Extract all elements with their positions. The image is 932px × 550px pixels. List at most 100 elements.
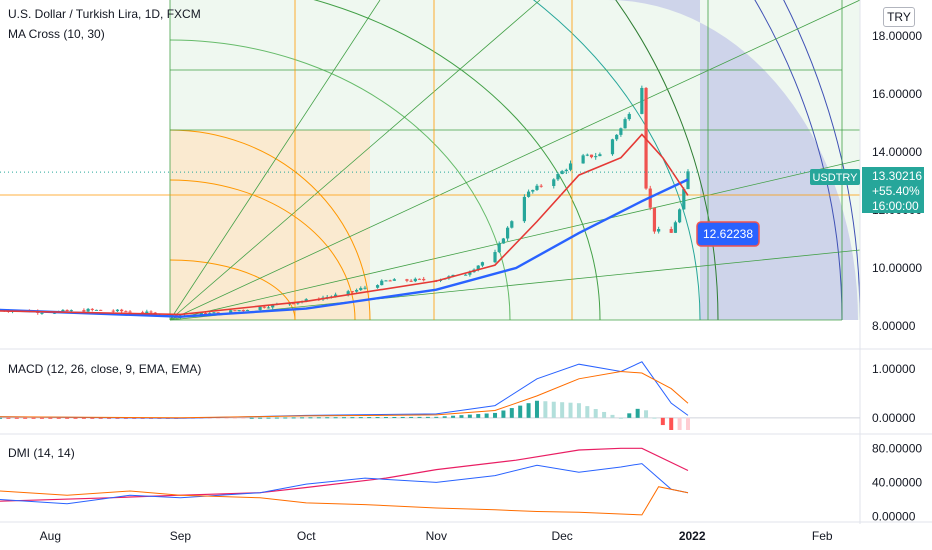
candle-body [40,312,44,314]
candle-body [623,119,627,129]
macd-histogram-bar [342,417,346,419]
price-axis-tick: 8.00000 [872,319,916,333]
time-axis-tick: Nov [426,529,447,543]
candle-body [61,309,65,312]
macd-histogram-bar [526,403,531,418]
candle-body [363,287,367,289]
last-price-badge: 13.30216 +55.40% 16:00:00 [862,167,924,213]
signal-line [0,370,689,419]
macd-histogram-bar [48,417,53,419]
macd-histogram-bar [644,410,649,418]
gann-drawing[interactable] [0,0,860,321]
time-axis-tick: Sep [170,529,192,543]
macd-histogram-bar [56,417,61,419]
candle-body [522,196,526,222]
currency-button[interactable]: TRY [883,7,915,27]
macd-histogram-bar [249,417,254,419]
time-axis-tick: Dec [551,529,572,543]
macd-histogram-bar [518,405,523,418]
candle-body [480,262,485,266]
candle-body [120,309,124,312]
minus-di-line [0,486,689,516]
dmi-indicator-label[interactable]: DMI (14, 14) [8,446,75,460]
last-price-value: 13.30216 [872,169,922,183]
macd-histogram-bar [0,417,2,419]
candle-body [585,154,589,156]
symbol-badge: USDTRY [810,169,860,185]
macd-histogram-bar [375,417,380,419]
time-axis-tick: Feb [812,529,833,543]
candle-body [384,280,388,282]
plus-di-line [0,463,689,505]
candle-body [652,207,657,232]
macd-histogram-bar [350,417,355,419]
candle-body [115,309,120,312]
candle-body [124,311,128,313]
candle-body [405,279,409,281]
candle-body [233,310,237,312]
candle-body [413,278,417,282]
candle-body [526,191,531,197]
candle-body [392,279,396,281]
macd-histogram-bar [300,417,305,419]
macd-histogram-bar [232,417,237,419]
candle-body [501,238,506,244]
macd-histogram-bar [425,416,430,418]
dmi-axis-tick: 80.00000 [872,441,922,455]
candle-body [581,155,585,164]
moving-average-lines [0,133,689,318]
candle-body [354,289,359,292]
candle-body [292,303,296,305]
time-axis[interactable]: Aug Sep Oct Nov Dec 2022 Feb [40,529,833,543]
candle-body [149,311,153,313]
candle-body [669,229,673,233]
macd-histogram-bar [434,416,439,418]
candle-body [531,189,535,192]
macd-histogram-bar [283,417,288,419]
price-axis[interactable]: 8.0000010.0000012.0000014.0000016.000001… [872,29,922,524]
macd-histogram-bar [241,417,246,419]
price-axis-tick: 10.00000 [872,261,922,275]
candle-body [535,185,539,190]
candle-body [258,306,262,310]
ma-cross-indicator-label[interactable]: MA Cross (10, 30) [8,27,105,41]
macd-histogram-bar [98,417,103,419]
macd-histogram-bar [660,417,665,426]
candle-body [245,309,250,311]
macd-histogram-bar [274,417,279,419]
macd-histogram-bar [551,401,556,418]
candle-body [619,128,623,135]
price-axis-tick: 14.00000 [872,145,922,159]
macd-axis-tick: 1.00000 [872,362,916,376]
candle-body [678,209,682,223]
macd-histogram-bar [585,406,590,418]
candle-body [598,154,602,157]
macd-histogram-bar [417,416,422,418]
candle-body [271,304,275,308]
projection-label[interactable]: 12.62238 [696,221,760,247]
macd-histogram-bar [635,408,640,418]
candle-body [65,309,69,312]
macd-histogram-bar [509,408,514,418]
macd-histogram-bar [652,417,657,419]
macd-histogram-bar [207,417,212,419]
candle-body [90,308,94,310]
change-percent: +55.40% [872,184,920,198]
candle-body [493,252,497,263]
macd-histogram-bar [224,417,229,419]
time-axis-tick: Aug [40,529,61,543]
candle-body [451,274,455,277]
candle-body [615,134,619,140]
candle-body [388,280,392,282]
macd-histogram-bar [383,417,388,419]
macd-histogram-bar [467,414,472,418]
candle-body [627,113,631,120]
macd-histogram-bar [459,415,464,418]
chart-title: U.S. Dollar / Turkish Lira, 1D, FXCM [8,7,201,21]
macd-histogram-bar [291,417,296,419]
candle-body [128,311,132,313]
macd-histogram-bar [501,410,506,418]
candle-body [266,307,271,309]
macd-indicator-label[interactable]: MACD (12, 26, close, 9, EMA, EMA) [8,362,202,376]
